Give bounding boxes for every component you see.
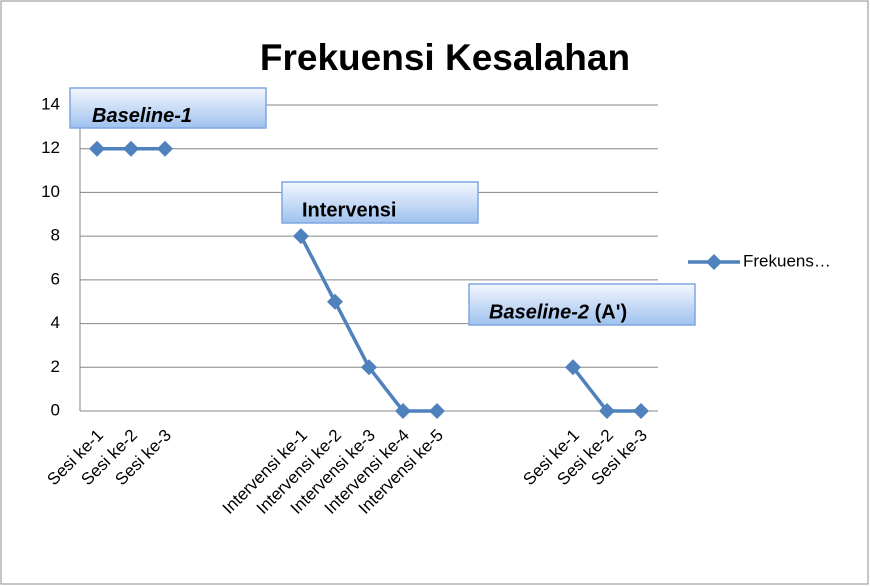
annotation-text: Baseline-1 [92, 105, 192, 127]
point [361, 359, 377, 376]
point [395, 403, 411, 419]
y-tick-label: 2 [51, 357, 60, 376]
annotation-text: Intervensi [302, 200, 396, 222]
point [633, 403, 649, 419]
point [565, 359, 581, 376]
y-tick-label: 10 [41, 182, 60, 201]
y-tick-label: 12 [41, 138, 60, 157]
annotation-box [281, 181, 479, 224]
y-tick-label: 4 [51, 313, 60, 332]
annotation-plain: Intervensi [302, 200, 396, 222]
y-tick-label: 0 [51, 400, 60, 419]
point [157, 140, 173, 157]
point [293, 228, 309, 245]
legend-marker [706, 254, 722, 270]
point [123, 140, 139, 157]
annotation-text: Baseline-2 (A') [489, 302, 627, 324]
chart-title: Frekuensi Kesalahan [260, 37, 630, 78]
annotation-plain: (A') [589, 302, 627, 324]
y-tick-label: 6 [51, 269, 60, 288]
annotation-italic: Baseline-1 [92, 105, 192, 127]
point [327, 293, 343, 310]
point [89, 140, 105, 157]
point [599, 403, 615, 419]
annotation-italic: Baseline-2 [489, 302, 589, 324]
legend-label: Frekuens… [743, 251, 831, 270]
point [429, 403, 445, 419]
y-tick-label: 14 [41, 94, 60, 113]
annotation-box [69, 87, 267, 129]
y-tick-label: 8 [51, 226, 60, 245]
annotation-box [468, 283, 696, 326]
